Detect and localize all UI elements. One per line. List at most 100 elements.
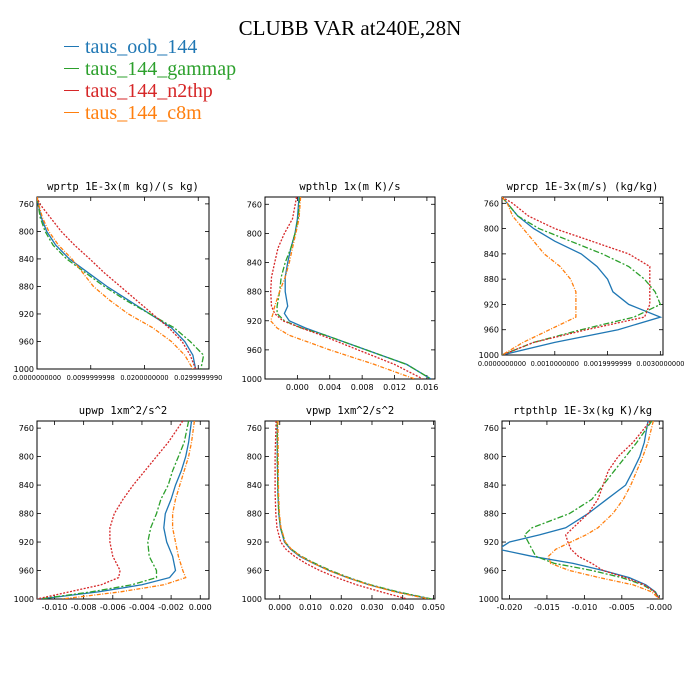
y-tick-label: 760 bbox=[247, 200, 262, 209]
x-tick-label: 0.016 bbox=[415, 383, 438, 392]
x-tick-label: -0.010 bbox=[42, 603, 68, 612]
plot-frame bbox=[501, 420, 664, 600]
x-tick-label: 0.020 bbox=[330, 603, 353, 612]
legend-swatch bbox=[64, 45, 79, 47]
plot-frame bbox=[264, 196, 436, 380]
y-tick-label: 840 bbox=[484, 250, 499, 259]
y-tick-label: 800 bbox=[484, 453, 499, 462]
y-tick-label: 1000 bbox=[479, 351, 499, 360]
y-tick-label: 880 bbox=[19, 282, 34, 291]
y-tick-label: 800 bbox=[19, 227, 34, 236]
series-line bbox=[37, 197, 205, 369]
y-tick-label: 840 bbox=[19, 481, 34, 490]
y-tick-label: 880 bbox=[247, 510, 262, 519]
y-tick-label: 960 bbox=[484, 567, 499, 576]
x-tick-label: -0.015 bbox=[534, 603, 560, 612]
chart-title: wprtp 1E-3x(m kg)/(s kg) bbox=[47, 181, 199, 193]
x-tick-label: 0.050 bbox=[422, 603, 445, 612]
y-tick-label: 760 bbox=[19, 200, 34, 209]
chart-title: rtpthlp 1E-3x(kg K)/kg bbox=[513, 405, 652, 417]
series-line bbox=[523, 421, 660, 599]
legend-item: taus_144_c8m bbox=[64, 102, 236, 124]
x-tick-label: 0.0019999999 bbox=[583, 360, 631, 368]
x-tick-label: -0.008 bbox=[71, 603, 97, 612]
chart-panel: wprcp 1E-3x(m/s) (kg/kg) 760 800 840 880 920 9… bbox=[478, 181, 685, 368]
plot-frame bbox=[36, 196, 210, 370]
x-tick-label: -0.006 bbox=[100, 603, 126, 612]
y-tick-label: 800 bbox=[484, 225, 499, 234]
x-tick-label: 0.0030000000 bbox=[636, 360, 684, 368]
series-line bbox=[502, 197, 577, 355]
y-tick-label: 1000 bbox=[14, 365, 34, 374]
series-line bbox=[269, 197, 416, 379]
series-line bbox=[37, 197, 197, 369]
y-tick-label: 960 bbox=[247, 346, 262, 355]
legend-item: taus_144_gammap bbox=[64, 58, 236, 80]
series-line bbox=[283, 197, 432, 379]
x-tick-label: 0.040 bbox=[391, 603, 414, 612]
series-line bbox=[37, 197, 194, 369]
series-line bbox=[502, 421, 660, 599]
y-tick-label: 920 bbox=[247, 317, 262, 326]
series-line bbox=[37, 197, 197, 369]
y-tick-label: 1000 bbox=[242, 595, 262, 604]
chart-title: vpwp 1xm^2/s^2 bbox=[306, 405, 395, 417]
y-tick-label: 760 bbox=[247, 424, 262, 433]
x-tick-label: 0.008 bbox=[351, 383, 374, 392]
y-tick-label: 960 bbox=[247, 567, 262, 576]
y-tick-label: 800 bbox=[247, 229, 262, 238]
x-tick-label: -0.000 bbox=[646, 603, 672, 612]
series-line bbox=[502, 197, 662, 355]
y-tick-label: 920 bbox=[247, 538, 262, 547]
y-tick-label: 800 bbox=[247, 453, 262, 462]
series-line bbox=[564, 421, 660, 599]
x-tick-label: 0.0000000000 bbox=[478, 360, 526, 368]
x-tick-label: 0.000 bbox=[189, 603, 212, 612]
y-tick-label: 1000 bbox=[14, 595, 34, 604]
chart-panel: wprtp 1E-3x(m kg)/(s kg) 760 800 840 880 920 9… bbox=[13, 181, 223, 382]
legend-label: taus_oob_144 bbox=[85, 36, 198, 58]
series-line bbox=[274, 421, 408, 599]
plot-frame bbox=[36, 420, 210, 600]
x-tick-label: 0.0010000000 bbox=[531, 360, 579, 368]
page-title: CLUBB VAR at240E,28N bbox=[238, 16, 462, 40]
y-tick-label: 960 bbox=[484, 326, 499, 335]
y-tick-label: 920 bbox=[484, 538, 499, 547]
x-tick-label: -0.020 bbox=[497, 603, 523, 612]
legend-swatch bbox=[64, 67, 79, 69]
x-tick-label: -0.004 bbox=[129, 603, 155, 612]
y-tick-label: 880 bbox=[247, 288, 262, 297]
y-tick-label: 840 bbox=[484, 481, 499, 490]
x-tick-label: -0.005 bbox=[609, 603, 635, 612]
x-tick-label: 0.0099999998 bbox=[67, 374, 115, 382]
plot-frame bbox=[501, 196, 664, 356]
plot-frame bbox=[264, 420, 436, 600]
y-tick-label: 840 bbox=[247, 259, 262, 268]
y-tick-label: 960 bbox=[19, 337, 34, 346]
legend-label: taus_144_gammap bbox=[85, 58, 237, 80]
legend-item: taus_144_n2thp bbox=[64, 80, 236, 102]
y-tick-label: 840 bbox=[247, 481, 262, 490]
x-tick-label: 0.012 bbox=[383, 383, 406, 392]
chart-title: wprcp 1E-3x(m/s) (kg/kg) bbox=[507, 181, 659, 193]
x-tick-label: 0.010 bbox=[299, 603, 322, 612]
series-line bbox=[547, 421, 660, 599]
x-tick-label: 0.030 bbox=[361, 603, 384, 612]
x-tick-label: 0.000 bbox=[286, 383, 309, 392]
chart-title: wpthlp 1x(m K)/s bbox=[299, 181, 400, 193]
y-tick-label: 760 bbox=[484, 424, 499, 433]
x-tick-label: 0.000 bbox=[268, 603, 291, 612]
x-tick-label: -0.002 bbox=[158, 603, 184, 612]
y-tick-label: 880 bbox=[484, 510, 499, 519]
y-tick-label: 1000 bbox=[479, 595, 499, 604]
chart-panel: wpthlp 1x(m K)/s 760 800 840 880 920 960 1000 0.… bbox=[242, 181, 439, 392]
series-line bbox=[61, 421, 196, 599]
chart-title: upwp 1xm^2/s^2 bbox=[79, 405, 168, 417]
y-tick-label: 960 bbox=[19, 567, 34, 576]
legend-label: taus_144_c8m bbox=[85, 102, 202, 124]
x-tick-label: 0.0299999990 bbox=[174, 374, 222, 382]
chart-panel: upwp 1xm^2/s^2 760 800 840 880 920 960 1000 -0.0… bbox=[14, 405, 212, 612]
series-line bbox=[276, 421, 431, 599]
chart-panel: vpwp 1xm^2/s^2 760 800 840 880 920 960 1000 0.00… bbox=[242, 405, 445, 612]
